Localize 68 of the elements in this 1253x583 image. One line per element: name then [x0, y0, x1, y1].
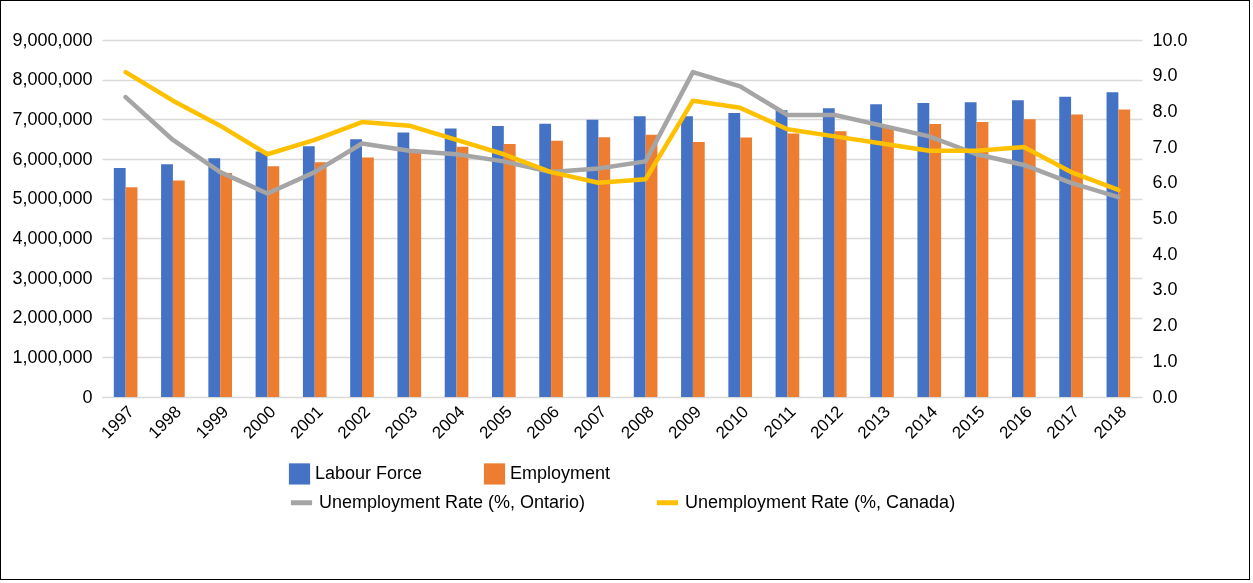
bar: [822, 108, 835, 397]
bar: [125, 187, 138, 397]
bar: [834, 131, 847, 397]
y-tick-label: 8,000,000: [12, 69, 93, 90]
bar: [172, 180, 185, 397]
y2-tick-label: 10.0: [1152, 29, 1188, 50]
y2-tick-label: 9.0: [1152, 65, 1178, 86]
bar: [586, 119, 599, 397]
y-tick-label: 2,000,000: [12, 307, 93, 328]
bar: [1071, 114, 1083, 397]
bar: [314, 162, 327, 397]
bar: [503, 143, 516, 397]
y-tick-label: 1,000,000: [12, 346, 93, 367]
y2-tick-label: 8.0: [1152, 100, 1178, 121]
bar: [917, 103, 930, 397]
legend-label: Unemployment Rate (%, Ontario): [319, 491, 586, 512]
y2-tick-label: 7.0: [1152, 136, 1178, 157]
bar: [976, 122, 989, 397]
y2-tick-label: 0.0: [1152, 386, 1178, 407]
y-tick-label: 0: [82, 386, 93, 407]
bar: [740, 137, 752, 397]
bar: [870, 104, 882, 397]
bar: [551, 140, 563, 397]
y-tick-label: 3,000,000: [12, 267, 93, 288]
bar: [1059, 96, 1072, 397]
bar: [267, 166, 280, 397]
bar: [1118, 109, 1131, 397]
bar: [409, 152, 422, 397]
bar: [456, 146, 469, 397]
bar: [302, 146, 315, 397]
bar: [539, 123, 552, 397]
y2-tick-label: 6.0: [1152, 172, 1178, 193]
bar: [113, 168, 126, 397]
bar: [161, 164, 173, 397]
legend-label: Unemployment Rate (%, Canada): [685, 491, 956, 512]
y2-tick-label: 3.0: [1152, 279, 1178, 300]
y-tick-label: 7,000,000: [12, 108, 93, 129]
bar: [208, 158, 221, 397]
bar: [728, 112, 741, 397]
bar: [1106, 92, 1119, 397]
legend-label: Employment: [510, 462, 611, 483]
bar: [362, 157, 374, 397]
bar: [692, 141, 705, 397]
y-tick-label: 5,000,000: [12, 188, 93, 209]
bar: [787, 133, 800, 397]
bar: [255, 151, 268, 397]
y-tick-label: 9,000,000: [12, 29, 93, 50]
bar: [1012, 100, 1024, 397]
bar: [633, 116, 646, 397]
bar: [929, 124, 942, 397]
bar: [444, 128, 457, 397]
y2-tick-label: 1.0: [1152, 350, 1178, 371]
bar: [397, 132, 410, 397]
y2-tick-label: 2.0: [1152, 315, 1178, 336]
y2-tick-label: 4.0: [1152, 243, 1178, 264]
y-tick-label: 6,000,000: [12, 148, 93, 169]
bar: [1023, 119, 1036, 397]
y-tick-label: 4,000,000: [12, 227, 93, 248]
legend-label: Labour Force: [315, 462, 423, 483]
y2-tick-label: 5.0: [1152, 208, 1178, 228]
bar: [681, 116, 693, 397]
bar: [964, 102, 977, 397]
bar: [492, 126, 504, 397]
bar: [775, 110, 788, 397]
bar: [350, 139, 362, 397]
bar: [882, 128, 894, 397]
bar: [598, 137, 611, 397]
bar: [220, 172, 232, 397]
